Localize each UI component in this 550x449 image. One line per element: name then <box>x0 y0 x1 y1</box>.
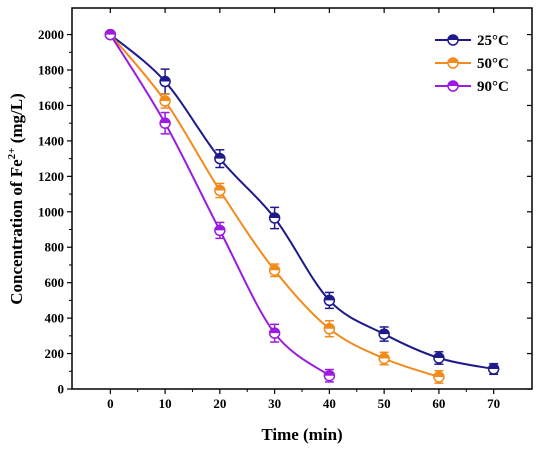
series-layer <box>104 28 500 384</box>
x-axis-title: Time (min) <box>261 425 342 444</box>
x-tick-label: 70 <box>487 396 500 411</box>
marker-fill <box>160 96 171 102</box>
x-tick-label: 20 <box>213 396 226 411</box>
marker-fill <box>379 353 390 359</box>
marker-fill <box>269 265 280 271</box>
legend-label: 25°C <box>477 33 509 49</box>
data-point <box>159 75 171 88</box>
legend: 25°C 50°C 90°C <box>435 33 509 95</box>
marker-fill <box>269 328 280 334</box>
marker-fill <box>214 225 225 231</box>
y-tick-label: 600 <box>45 275 65 290</box>
data-point <box>433 371 445 383</box>
x-tick-label: 60 <box>432 396 445 411</box>
marker-fill <box>160 76 171 82</box>
series-line <box>109 33 494 370</box>
y-axis-title: Concentration of Fe2+ (mg/L) <box>6 93 26 305</box>
data-point <box>433 352 445 364</box>
marker-fill <box>214 153 225 159</box>
plot-frame <box>71 7 533 390</box>
data-point <box>487 363 500 375</box>
legend-marker-fill <box>448 58 458 63</box>
data-point <box>323 294 336 307</box>
legend-item-0: 25°C <box>435 33 509 49</box>
data-point <box>214 224 226 237</box>
marker-fill <box>214 185 225 191</box>
y-tick-label: 1400 <box>38 133 64 148</box>
marker-fill <box>433 352 444 358</box>
y-axis-title-superscript: 2+ <box>6 148 18 160</box>
series-2 <box>104 28 336 383</box>
y-tick-label: 400 <box>45 311 65 326</box>
series-line <box>109 34 330 377</box>
data-point <box>159 117 171 129</box>
y-tick-label: 0 <box>58 382 65 397</box>
legend-marker-fill <box>448 35 458 40</box>
y-tick-label: 1000 <box>38 204 64 219</box>
data-point <box>104 28 117 41</box>
marker-fill <box>324 295 335 301</box>
marker-fill <box>324 323 335 329</box>
marker-fill <box>433 371 444 377</box>
data-point <box>214 184 226 197</box>
y-tick-label: 1200 <box>38 169 64 184</box>
data-point <box>214 152 226 165</box>
data-point <box>323 322 336 335</box>
data-point <box>323 369 336 382</box>
legend-item-2: 90°C <box>435 79 509 95</box>
y-axis-title-unit: (mg/L) <box>7 93 26 147</box>
y-tick-label: 800 <box>45 240 65 255</box>
y-tick-label: 1800 <box>38 63 64 78</box>
x-tick-label: 30 <box>268 396 281 411</box>
y-tick-labels: 0 200 400 600 800 1000 1200 1400 1600 1800 2000 <box>38 27 64 396</box>
x-tick-label: 10 <box>159 396 172 411</box>
marker-fill <box>324 370 335 376</box>
axis-ticks <box>67 8 532 394</box>
x-tick-label: 0 <box>107 396 114 411</box>
legend-label: 90°C <box>477 79 509 95</box>
legend-marker-fill <box>448 81 458 86</box>
y-tick-label: 1600 <box>38 98 64 113</box>
data-point <box>268 212 281 224</box>
x-tick-label: 40 <box>323 396 336 411</box>
marker-fill <box>105 29 116 35</box>
legend-label: 50°C <box>477 56 509 72</box>
x-tick-label: 50 <box>378 396 391 411</box>
legend-item-1: 50°C <box>435 56 509 72</box>
y-tick-label: 2000 <box>38 27 64 42</box>
x-tick-labels: 0 10 20 30 40 50 60 70 <box>107 396 500 411</box>
data-point <box>378 352 390 365</box>
marker-fill <box>269 212 280 218</box>
data-point <box>268 264 281 277</box>
data-point <box>378 328 390 340</box>
marker-fill <box>160 118 171 124</box>
data-point <box>268 327 281 339</box>
y-tick-label: 200 <box>45 346 65 361</box>
y-axis-title-main: Concentration of Fe <box>7 159 26 305</box>
marker-fill <box>488 363 499 369</box>
data-point <box>159 95 171 107</box>
series-0 <box>104 28 500 376</box>
marker-fill <box>379 329 390 335</box>
